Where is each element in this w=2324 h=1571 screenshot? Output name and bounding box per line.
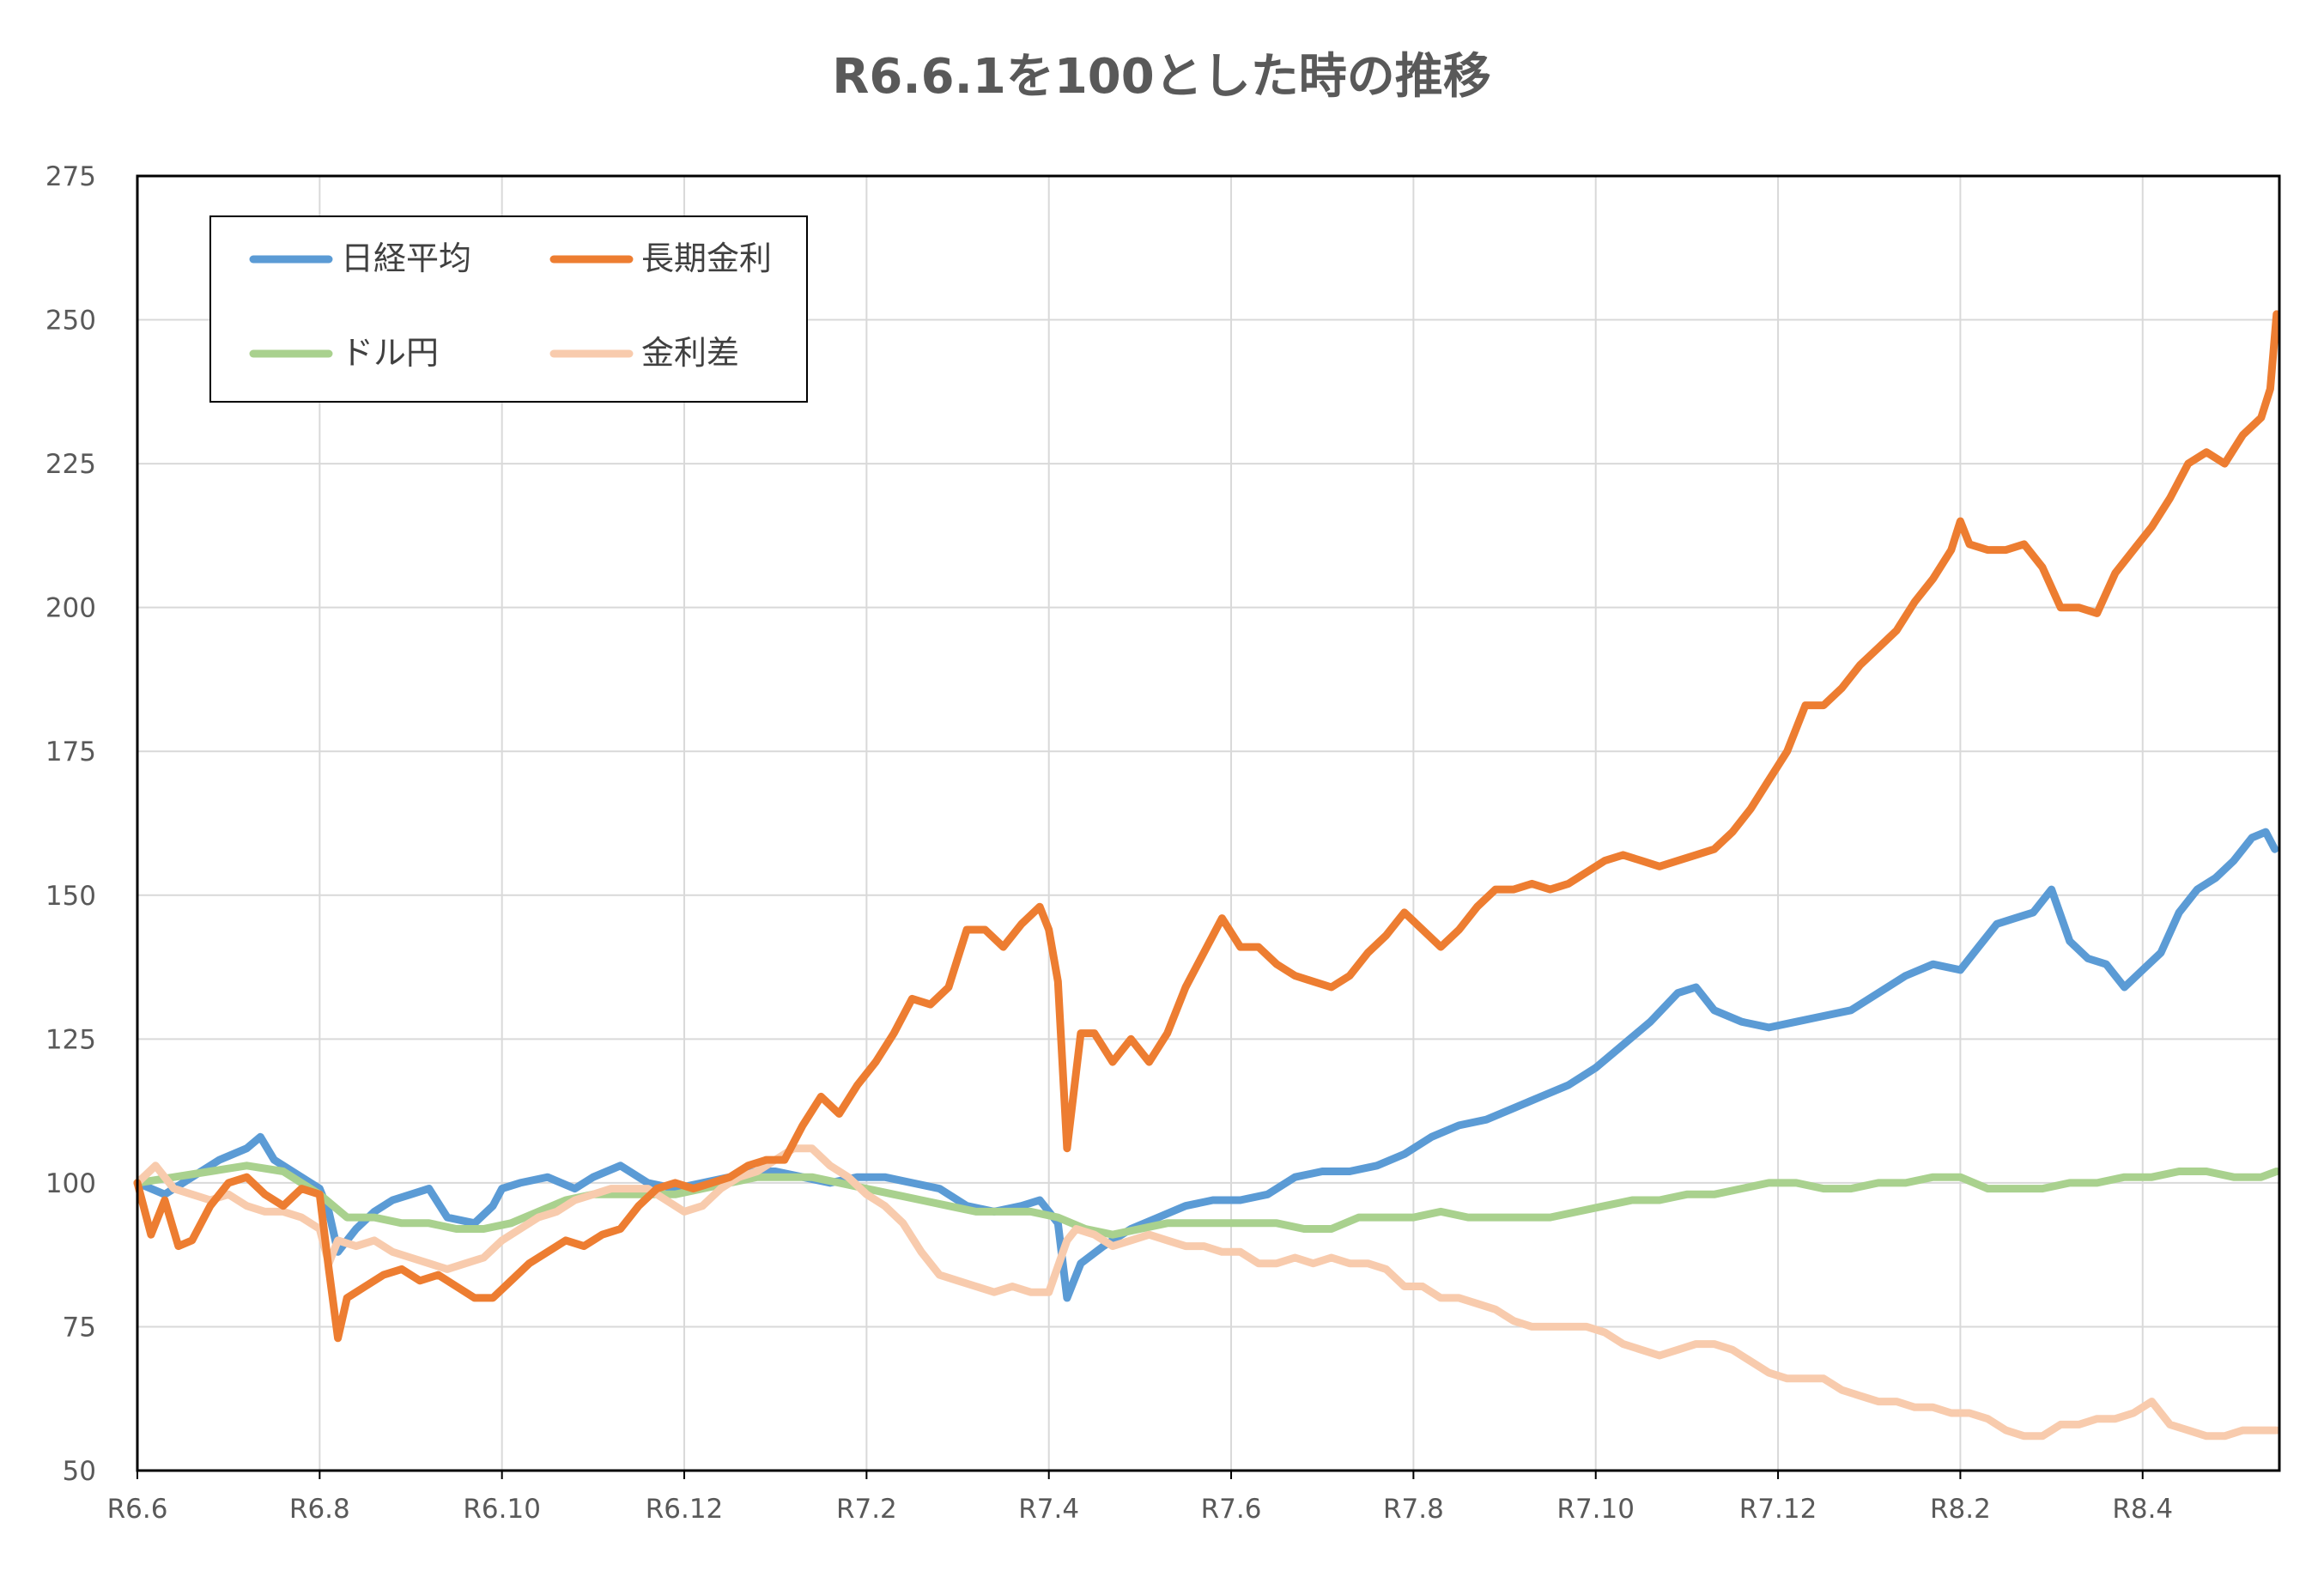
legend-label: 長期金利 [641, 240, 772, 277]
legend-label: ドル円 [341, 334, 439, 372]
y-tick-label: 100 [46, 1168, 96, 1199]
series-line-0 [133, 828, 2279, 1302]
y-tick-label: 125 [46, 1024, 96, 1055]
x-tick-label: R8.4 [2112, 1494, 2173, 1525]
y-tick-label: 275 [46, 161, 96, 192]
x-tick-label: R7.4 [1018, 1494, 1079, 1525]
x-tick-label: R7.10 [1556, 1494, 1635, 1525]
plot-area-border [136, 174, 2281, 1472]
x-tick-label: R7.2 [836, 1494, 897, 1525]
y-tick-label: 50 [63, 1456, 96, 1487]
chart-title: R6.6.1を100とした時の推移 [832, 49, 1490, 105]
y-tick-label: 150 [46, 881, 96, 912]
x-tick-label: R7.12 [1739, 1494, 1817, 1525]
series-line-1 [133, 310, 2281, 1343]
legend-box [209, 215, 808, 403]
series-line-2 [133, 1162, 2281, 1239]
y-tick-label: 200 [46, 593, 96, 624]
x-tick-label: R6.10 [463, 1494, 541, 1525]
y-tick-label: 225 [46, 449, 96, 480]
y-tick-label: 75 [63, 1312, 96, 1343]
x-tick-label: R7.6 [1201, 1494, 1262, 1525]
axes: 50 75 100 125 150 175 200 225 250 275 R6.6 R6.8 R6.1… [46, 161, 2173, 1525]
legend-label: 金利差 [641, 334, 739, 372]
legend-label: 日経平均 [341, 240, 471, 277]
y-tick-label: 175 [46, 737, 96, 767]
series-line-3 [133, 1144, 2281, 1441]
x-tick-label: R7.8 [1383, 1494, 1444, 1525]
x-tick-label: R8.2 [1930, 1494, 1991, 1525]
x-tick-label: R6.12 [646, 1494, 724, 1525]
y-tick-label: 250 [46, 306, 96, 337]
x-tick-label: R6.6 [107, 1494, 168, 1525]
x-tick-label: R6.8 [289, 1494, 350, 1525]
series-lines [133, 310, 2281, 1441]
